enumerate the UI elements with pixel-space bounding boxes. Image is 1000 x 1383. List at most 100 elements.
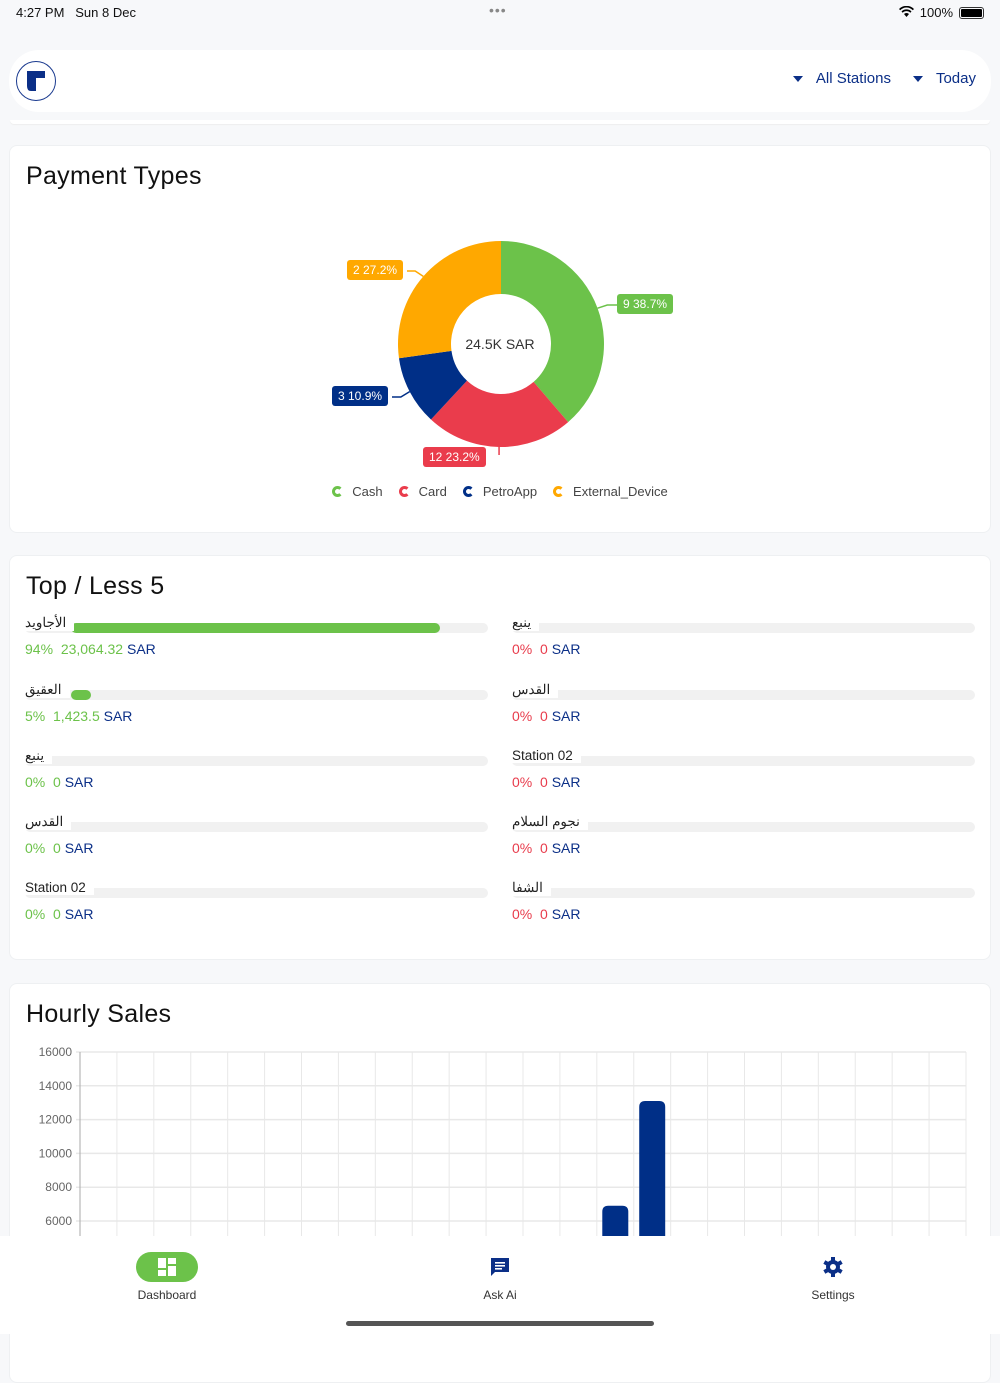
station-percent: 0% [512, 774, 533, 790]
station-amount: 23,064.32 [60, 641, 124, 657]
progress-fill [71, 623, 441, 633]
y-tick-label: 14000 [39, 1079, 73, 1093]
station-percent: 94% [25, 641, 54, 657]
chat-icon [469, 1252, 531, 1282]
currency: SAR [551, 774, 581, 790]
y-tick-label: 12000 [39, 1113, 73, 1127]
card-title: Hourly Sales [26, 1000, 172, 1028]
app-logo [16, 61, 56, 101]
battery-percent: 100% [919, 5, 953, 20]
station-filter-label: All Stations [815, 70, 891, 87]
date: Sun 8 Dec [75, 5, 136, 20]
card-title: Payment Types [26, 162, 202, 190]
currency: SAR [551, 641, 581, 657]
donut-slice-card[interactable] [430, 380, 569, 447]
nav-label: Settings [811, 1288, 855, 1302]
progress-track [512, 623, 975, 633]
legend-item-cash[interactable]: Cash [332, 484, 383, 499]
battery-icon [959, 6, 984, 19]
station-percent: 0% [512, 840, 533, 856]
station-name: Station 02 [25, 880, 94, 895]
nav-ask-ai[interactable]: Ask Ai [440, 1252, 560, 1302]
bar-hour-15[interactable] [639, 1101, 666, 1244]
station-name: Station 02 [512, 748, 581, 763]
station-filter-dropdown[interactable]: All Stations [792, 70, 891, 87]
station-percent: 0% [25, 906, 46, 922]
status-right: 100% [898, 5, 984, 20]
progress-track [25, 822, 488, 832]
divider [10, 120, 990, 124]
multitask-dots-icon[interactable]: ••• [489, 2, 507, 18]
hourly-sales-chart: 16000 14000 12000 10000 8000 6000 [39, 1045, 967, 1244]
currency: SAR [64, 840, 94, 856]
station-name: نجوم السلام [512, 814, 588, 830]
legend-item-card[interactable]: Card [398, 484, 447, 499]
progress-track [512, 822, 975, 832]
dashboard-icon [136, 1252, 198, 1282]
station-amount: 0 [540, 708, 548, 724]
legend-swatch-icon [332, 486, 344, 497]
nav-settings[interactable]: Settings [773, 1252, 893, 1302]
nav-label: Dashboard [137, 1288, 197, 1302]
progress-track [512, 756, 975, 766]
station-name: القدس [512, 682, 559, 698]
top-header: All Stations Today [9, 50, 991, 112]
gear-icon [802, 1252, 864, 1282]
donut-slice-cash[interactable] [501, 241, 604, 423]
station-amount: 0 [540, 840, 548, 856]
station-name: القدس [25, 814, 72, 830]
progress-fill [71, 690, 91, 700]
currency: SAR [551, 708, 581, 724]
station-percent: 0% [512, 906, 533, 922]
time: 4:27 PM [16, 5, 65, 20]
caret-down-icon [792, 75, 803, 82]
station-percent: 0% [25, 774, 46, 790]
status-time: 4:27 PM Sun 8 Dec [16, 5, 136, 20]
nav-dashboard[interactable]: Dashboard [107, 1252, 227, 1302]
donut-center-total: 24.5K SAR [465, 336, 535, 352]
date-filter-dropdown[interactable]: Today [912, 70, 976, 87]
station-amount: 0 [53, 840, 61, 856]
date-filter-label: Today [935, 70, 976, 87]
station-percent: 0% [25, 840, 46, 856]
station-percent: 5% [25, 708, 46, 724]
payment-types-card: Payment Types 24.5K SAR 9 38.7% 12 23.2% 3… [9, 145, 991, 533]
progress-track [512, 690, 975, 700]
progress-track [512, 888, 975, 898]
donut-slice-external_device[interactable] [398, 241, 501, 359]
slice-label-external_device: 2 27.2% [347, 260, 404, 280]
station-amount: 0 [540, 906, 548, 922]
bar-hour-14[interactable] [602, 1205, 629, 1244]
station-amount: 0 [540, 641, 548, 657]
currency: SAR [551, 906, 581, 922]
home-indicator[interactable] [346, 1321, 654, 1326]
currency: SAR [64, 906, 94, 922]
currency: SAR [551, 840, 581, 856]
label-leader-line [597, 304, 617, 309]
legend-item-external_device[interactable]: External_Device [553, 484, 668, 499]
legend-swatch-icon [553, 486, 565, 497]
station-amount: 0 [53, 774, 61, 790]
slice-label-petroapp: 3 10.9% [332, 386, 389, 406]
nav-label: Ask Ai [483, 1288, 517, 1302]
currency: SAR [127, 641, 156, 657]
station-name: الشفا [512, 880, 551, 896]
station-name: ينبع [25, 748, 53, 764]
station-amount: 0 [53, 906, 61, 922]
y-tick-label: 10000 [39, 1146, 73, 1160]
station-name: ينبع [512, 615, 540, 631]
y-tick-label: 6000 [45, 1214, 72, 1228]
card-title: Top / Less 5 [26, 572, 165, 600]
wifi-icon [898, 5, 914, 20]
label-leader-line [407, 270, 424, 277]
legend-swatch-icon [462, 486, 474, 497]
progress-track [25, 756, 488, 766]
legend-label: PetroApp [482, 484, 538, 499]
station-amount: 1,423.5 [53, 708, 100, 724]
station-percent: 0% [512, 708, 533, 724]
progress-track [25, 888, 488, 898]
legend-item-petroapp[interactable]: PetroApp [462, 484, 538, 499]
station-percent: 0% [512, 641, 533, 657]
top-less-card: Top / Less 5 الأجاويد 94% 23,064.32 SAR … [9, 555, 991, 960]
donut-slice-petroapp[interactable] [398, 350, 468, 420]
